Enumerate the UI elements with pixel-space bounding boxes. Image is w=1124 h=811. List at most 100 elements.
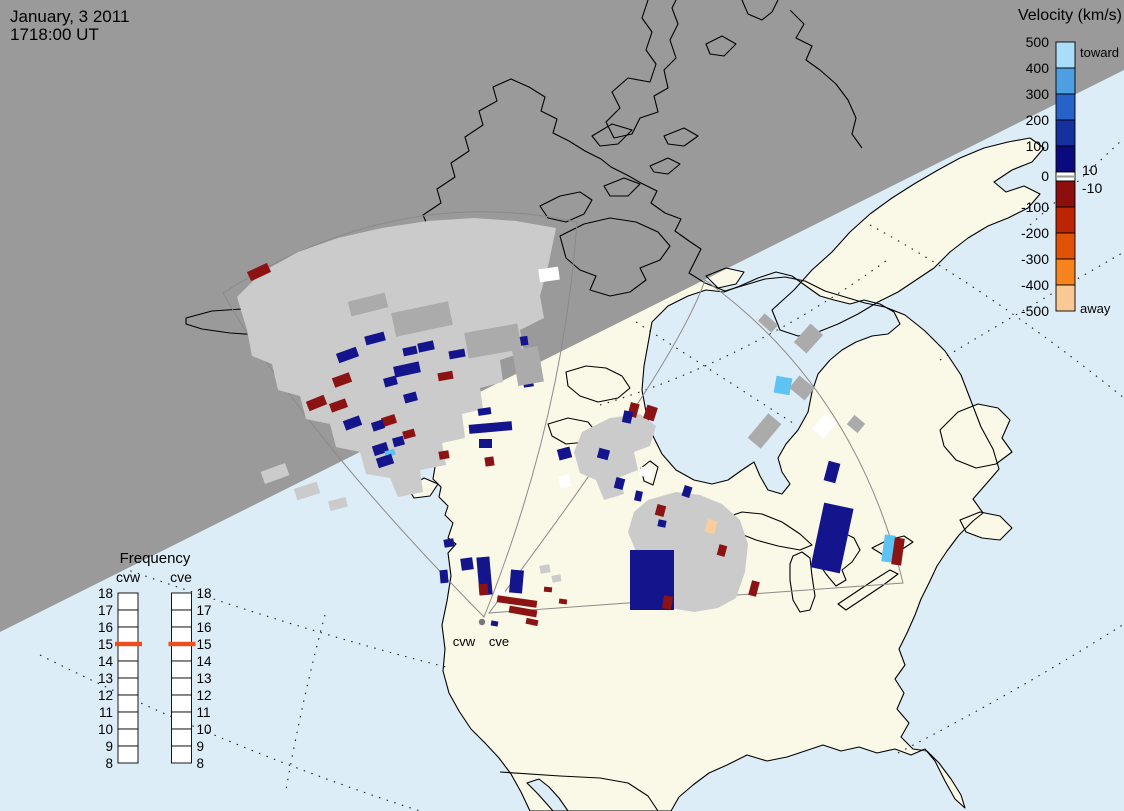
frequency-tick-label: 15 [197, 637, 212, 652]
frequency-tick-label: 11 [197, 705, 211, 720]
velocity-tick-label: 400 [1026, 60, 1050, 76]
data-cell [793, 323, 824, 354]
frequency-bar-cell [171, 660, 192, 679]
data-cell [496, 589, 505, 597]
away-label: away [1080, 301, 1111, 316]
data-cell [613, 477, 626, 490]
data-cell [477, 407, 492, 416]
data-cell [443, 538, 455, 548]
data-cell [438, 450, 450, 460]
velocity-tick-label: 300 [1026, 86, 1050, 102]
frequency-bar-cell [117, 643, 139, 662]
frequency-bar-cell [171, 592, 192, 611]
velocity-tick-label: -300 [1021, 251, 1049, 267]
data-cell [260, 462, 290, 485]
data-cell [393, 361, 421, 378]
frequency-bar-cell [171, 694, 192, 713]
frequency-tick-label: 8 [105, 756, 113, 771]
frequency-bar-cell [171, 626, 192, 645]
frequency-bar-cell [117, 660, 139, 679]
velocity-tick-label: 0 [1041, 168, 1049, 184]
data-cell [551, 574, 562, 583]
date-label: January, 3 2011 [10, 7, 129, 26]
data-cell [846, 414, 866, 434]
velocity-tick-label: 200 [1026, 112, 1050, 128]
data-cell [657, 519, 667, 528]
colorbar-segment-toward [1055, 67, 1076, 95]
data-cell [556, 446, 573, 461]
data-cell [391, 301, 453, 337]
frequency-tick-label: 17 [98, 603, 113, 618]
frequency-tick-label: 13 [197, 671, 212, 686]
data-cell [383, 375, 398, 388]
toward-label: toward [1080, 45, 1119, 60]
frequency-bar-cell [117, 711, 139, 730]
frequency-tick-label: 16 [197, 620, 212, 635]
data-cell [464, 323, 522, 359]
velocity-tick-label: -500 [1021, 303, 1049, 319]
radar-label-cve: cve [489, 634, 509, 649]
frequency-bar-cell [117, 694, 139, 713]
frequency-bar-cell [117, 677, 139, 696]
colorbar-segment-away [1055, 258, 1076, 286]
data-cell [748, 580, 760, 597]
coastlines [185, 0, 1045, 811]
frequency-tick-label: 8 [197, 756, 205, 771]
data-cell [328, 496, 348, 512]
data-cell [538, 266, 560, 283]
magnetic-graticule [39, 137, 1124, 811]
frequency-tick-label: 14 [98, 654, 114, 669]
data-cell [557, 473, 572, 489]
frequency-bar-cell [117, 609, 139, 628]
colorbar-segment-away [1055, 206, 1076, 234]
freq-column-cve-label: cve [170, 569, 192, 585]
data-cell [704, 518, 718, 535]
frequency-marker [115, 641, 142, 647]
frequency-legend-title: Frequency [120, 550, 191, 567]
frequency-marker [168, 641, 196, 647]
data-cell [621, 410, 634, 424]
frequency-tick-label: 10 [197, 722, 212, 737]
data-cell [654, 504, 667, 517]
frequency-bar-cell [117, 728, 139, 747]
data-cell [496, 595, 538, 608]
radar-fan-cvw [222, 211, 578, 618]
data-cell [558, 598, 568, 605]
frequency-tick-label: 11 [99, 705, 113, 720]
freq-column-cvw-label: cvw [116, 569, 141, 585]
data-cell [364, 331, 386, 346]
data-cell [681, 485, 693, 498]
data-cell [509, 569, 524, 594]
data-cell [525, 617, 539, 627]
frequency-bars: 18 17 16 15 14 13 12 11 10 9 8 18 17 16 15 14 13 12 11 10 9 8 [98, 586, 212, 771]
data-cell [392, 435, 405, 448]
frequency-bar-cell [171, 728, 192, 747]
velocity-colorbar-ticks: 500 400 300 200 100 0 -100 -200 -300 -400 -500 10 -1… [1021, 34, 1102, 319]
colorbar-segment-away [1055, 284, 1076, 312]
velocity-tick-label: -200 [1021, 225, 1049, 241]
frequency-bar-cell [171, 609, 192, 628]
data-cell [342, 415, 363, 431]
frequency-tick-label: 14 [197, 654, 213, 669]
frequency-tick-label: 9 [105, 739, 113, 754]
data-cell [293, 481, 321, 501]
data-cell [375, 453, 395, 469]
data-cell [543, 586, 553, 593]
data-cell [448, 348, 466, 360]
data-cell [596, 447, 611, 461]
data-cell [479, 439, 492, 448]
data-cell [439, 569, 449, 584]
colorbar-segment-toward [1055, 145, 1076, 173]
time-label: 1718:00 UT [10, 25, 99, 44]
data-cell [460, 557, 474, 571]
frequency-tick-label: 12 [197, 688, 212, 703]
data-cell [478, 583, 489, 596]
frequency-tick-label: 9 [197, 739, 205, 754]
velocity-colorbar [1055, 41, 1076, 312]
data-cell [403, 391, 418, 404]
velocity-tick-label: 500 [1026, 34, 1050, 50]
frequency-tick-label: 18 [197, 586, 212, 601]
data-cell [512, 346, 544, 386]
